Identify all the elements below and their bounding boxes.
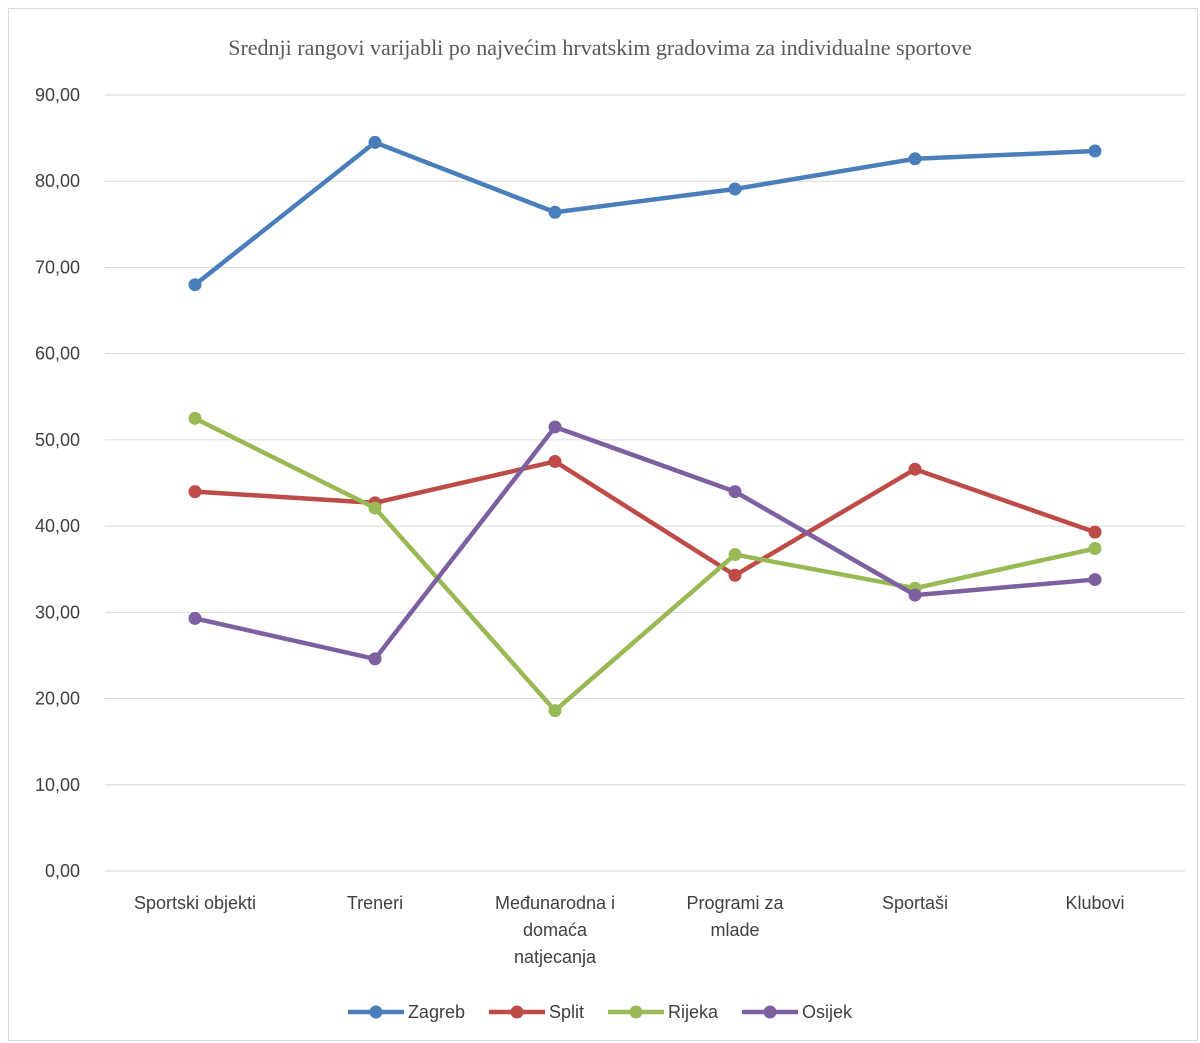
data-point	[368, 135, 382, 149]
legend-label: Split	[549, 1002, 584, 1022]
data-point	[188, 611, 202, 625]
data-point	[728, 548, 742, 562]
series-line	[192, 140, 1098, 287]
y-tick-label: 40,00	[35, 516, 80, 536]
legend: Zagreb Split Rijeka Osijek	[347, 1002, 853, 1022]
data-point	[1088, 144, 1102, 158]
data-point	[368, 501, 382, 515]
series-rijeka	[188, 411, 1102, 718]
legend-marker	[510, 1005, 524, 1019]
legend-marker	[369, 1005, 383, 1019]
y-tick-label: 60,00	[35, 344, 80, 364]
x-tick-label: Klubovi	[1065, 893, 1124, 913]
legend-item-zagreb: Zagreb	[347, 1002, 465, 1022]
y-tick-label: 80,00	[35, 171, 80, 191]
data-point	[368, 652, 382, 666]
series-lines	[188, 135, 1102, 718]
data-point	[188, 485, 202, 499]
legend-item-osijek: Osijek	[742, 1002, 853, 1022]
legend-item-rijeka: Rijeka	[608, 1002, 719, 1022]
data-point	[908, 152, 922, 166]
chart-frame	[8, 8, 1198, 1041]
data-point	[548, 420, 562, 434]
data-point	[728, 485, 742, 499]
x-tick-label: Treneri	[347, 893, 403, 913]
data-point	[908, 462, 922, 476]
legend-label: Rijeka	[668, 1002, 719, 1022]
gridlines	[105, 94, 1185, 872]
legend-marker	[629, 1005, 643, 1019]
legend-marker	[763, 1005, 777, 1019]
x-axis-ticks: Sportski objekti Treneri Međunarodna i doma…	[134, 893, 1125, 967]
data-point	[548, 704, 562, 718]
y-tick-label: 20,00	[35, 689, 80, 709]
chart-title: Srednji rangovi varijabli po najvećim hr…	[228, 35, 972, 60]
series-split	[188, 454, 1102, 582]
data-point	[1088, 573, 1102, 587]
x-tick-label: Sportski objekti	[134, 893, 256, 913]
legend-label: Osijek	[802, 1002, 853, 1022]
y-tick-label: 0,00	[45, 861, 80, 881]
legend-label: Zagreb	[408, 1002, 465, 1022]
series-zagreb	[188, 135, 1102, 292]
y-axis-ticks: 0,00 10,00 20,00 30,00 40,00 50,00 60,00 70,00 8…	[35, 85, 80, 881]
data-point	[548, 205, 562, 219]
legend-item-split: Split	[488, 1002, 584, 1022]
data-point	[728, 182, 742, 196]
data-point	[908, 588, 922, 602]
x-tick-label: Međunarodna i domaća natjecanja	[495, 893, 615, 967]
data-point	[1088, 542, 1102, 556]
series-osijek	[188, 420, 1102, 666]
series-line	[192, 416, 1098, 713]
data-point	[548, 454, 562, 468]
y-tick-label: 30,00	[35, 602, 80, 622]
x-tick-label: Programi za mlade	[686, 893, 784, 940]
series-line	[192, 459, 1098, 578]
x-tick-label: Sportaši	[882, 893, 948, 913]
data-point	[1088, 525, 1102, 539]
data-point	[188, 411, 202, 425]
data-point	[188, 278, 202, 292]
y-tick-label: 50,00	[35, 430, 80, 450]
data-point	[728, 568, 742, 582]
series-line	[192, 424, 1098, 662]
y-tick-label: 70,00	[35, 257, 80, 277]
y-tick-label: 10,00	[35, 775, 80, 795]
y-tick-label: 90,00	[35, 85, 80, 105]
